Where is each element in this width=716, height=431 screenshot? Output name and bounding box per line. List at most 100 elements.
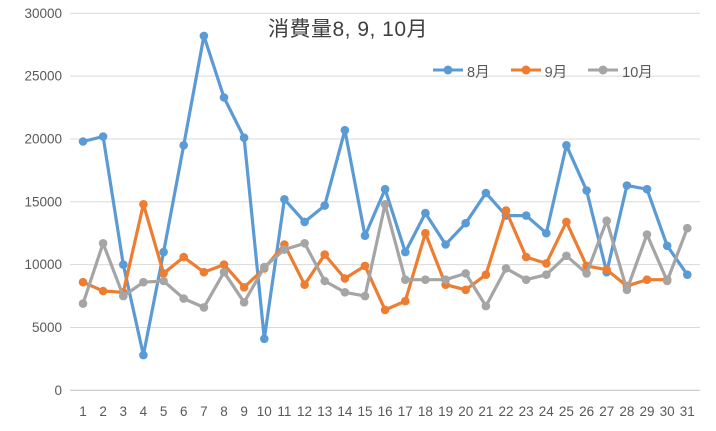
data-point-august-8 <box>219 93 229 102</box>
data-point-august-17 <box>401 247 410 257</box>
data-point-october-7 <box>199 303 209 312</box>
data-point-august-18 <box>421 208 430 218</box>
data-point-september-1 <box>78 277 88 287</box>
x-tick-label: 10 <box>257 404 272 419</box>
x-tick-label: 27 <box>599 404 614 419</box>
x-tick-label: 24 <box>539 404 555 419</box>
data-point-september-15 <box>360 261 370 271</box>
series-line-october <box>81 202 689 309</box>
data-point-august-30 <box>662 241 672 251</box>
data-point-october-30 <box>662 276 672 286</box>
data-point-september-14 <box>340 274 350 283</box>
data-point-august-14 <box>340 125 350 135</box>
data-point-august-4 <box>139 350 148 360</box>
data-point-october-1 <box>78 299 88 308</box>
data-point-august-6 <box>179 141 188 150</box>
data-point-september-18 <box>421 228 430 238</box>
x-tick-label: 16 <box>378 404 393 419</box>
legend-item-october[interactable]: 10月 <box>588 61 653 82</box>
data-point-august-19 <box>441 240 450 249</box>
data-point-august-5 <box>159 247 168 257</box>
data-point-september-8 <box>219 260 229 269</box>
data-point-august-28 <box>622 181 632 190</box>
data-point-august-31 <box>683 270 692 280</box>
data-point-september-21 <box>481 270 491 280</box>
x-tick-label: 2 <box>99 404 107 419</box>
data-point-august-21 <box>481 188 491 198</box>
data-point-september-6 <box>179 252 188 262</box>
legend-item-september[interactable]: 9月 <box>510 61 568 82</box>
data-point-september-17 <box>401 296 410 306</box>
x-tick-label: 28 <box>619 404 634 419</box>
data-point-october-25 <box>562 251 571 261</box>
data-point-september-25 <box>562 217 571 227</box>
data-point-october-9 <box>239 298 249 307</box>
data-point-august-10 <box>260 334 269 344</box>
data-point-august-2 <box>98 132 108 141</box>
y-tick-label: 20000 <box>24 131 62 146</box>
x-tick-label: 25 <box>559 404 574 419</box>
x-tick-label: 23 <box>519 404 534 419</box>
data-point-august-29 <box>642 184 652 194</box>
data-point-august-25 <box>562 141 571 150</box>
y-tick-label: 30000 <box>24 6 62 21</box>
x-tick-label: 17 <box>398 404 413 419</box>
x-tick-label: 8 <box>220 404 228 419</box>
x-tick-label: 6 <box>180 404 188 419</box>
data-point-september-5 <box>159 269 168 278</box>
data-point-october-22 <box>501 264 511 273</box>
x-tick-label: 11 <box>277 404 291 419</box>
data-point-august-26 <box>582 186 591 195</box>
legend-marker-september <box>510 63 541 81</box>
legend-label-august: 8月 <box>467 65 490 81</box>
data-point-august-11 <box>280 195 289 204</box>
chart-legend: 8月 9月 10月 <box>433 61 653 82</box>
data-point-october-6 <box>179 294 188 303</box>
x-tick-label: 26 <box>579 404 594 419</box>
data-point-september-27 <box>602 265 611 275</box>
data-point-august-13 <box>320 201 330 210</box>
legend-label-october: 10月 <box>622 65 653 81</box>
data-point-september-2 <box>98 286 108 296</box>
y-tick-label: 15000 <box>24 194 62 209</box>
data-point-september-4 <box>139 200 148 209</box>
data-point-october-23 <box>521 275 531 285</box>
data-point-august-12 <box>300 217 309 227</box>
x-tick-label: 15 <box>357 404 372 419</box>
x-tick-label: 19 <box>438 404 453 419</box>
data-point-september-24 <box>542 259 551 268</box>
data-point-august-20 <box>461 218 471 228</box>
legend-marker-august <box>433 63 463 81</box>
data-point-september-23 <box>521 252 531 262</box>
legend-marker-october <box>588 63 619 81</box>
x-tick-label: 20 <box>458 404 473 419</box>
data-point-october-27 <box>602 216 611 225</box>
legend-item-august[interactable]: 8月 <box>433 61 490 82</box>
data-point-september-7 <box>199 267 209 277</box>
data-point-october-16 <box>380 200 390 209</box>
data-point-october-28 <box>622 285 632 295</box>
y-tick-label: 25000 <box>24 69 62 84</box>
x-tick-label: 29 <box>639 404 654 419</box>
data-point-october-4 <box>139 277 148 287</box>
x-tick-label: 12 <box>297 404 312 419</box>
data-point-october-11 <box>280 245 289 254</box>
x-tick-label: 4 <box>140 404 148 419</box>
data-point-october-13 <box>320 276 330 286</box>
data-point-september-13 <box>320 250 330 259</box>
data-point-august-7 <box>199 31 209 41</box>
series-line-september <box>81 202 669 312</box>
data-point-september-12 <box>300 280 309 290</box>
data-point-october-21 <box>481 301 491 311</box>
y-tick-label: 0 <box>54 383 62 398</box>
data-point-october-14 <box>340 288 350 297</box>
data-point-october-19 <box>441 275 450 285</box>
data-point-september-29 <box>642 275 652 285</box>
data-point-august-9 <box>239 133 249 142</box>
data-point-october-24 <box>542 270 551 280</box>
data-point-october-3 <box>119 291 128 301</box>
legend-label-september: 9月 <box>544 65 568 81</box>
x-tick-label: 18 <box>418 404 433 419</box>
data-point-august-15 <box>360 231 370 240</box>
data-point-october-20 <box>461 269 471 278</box>
